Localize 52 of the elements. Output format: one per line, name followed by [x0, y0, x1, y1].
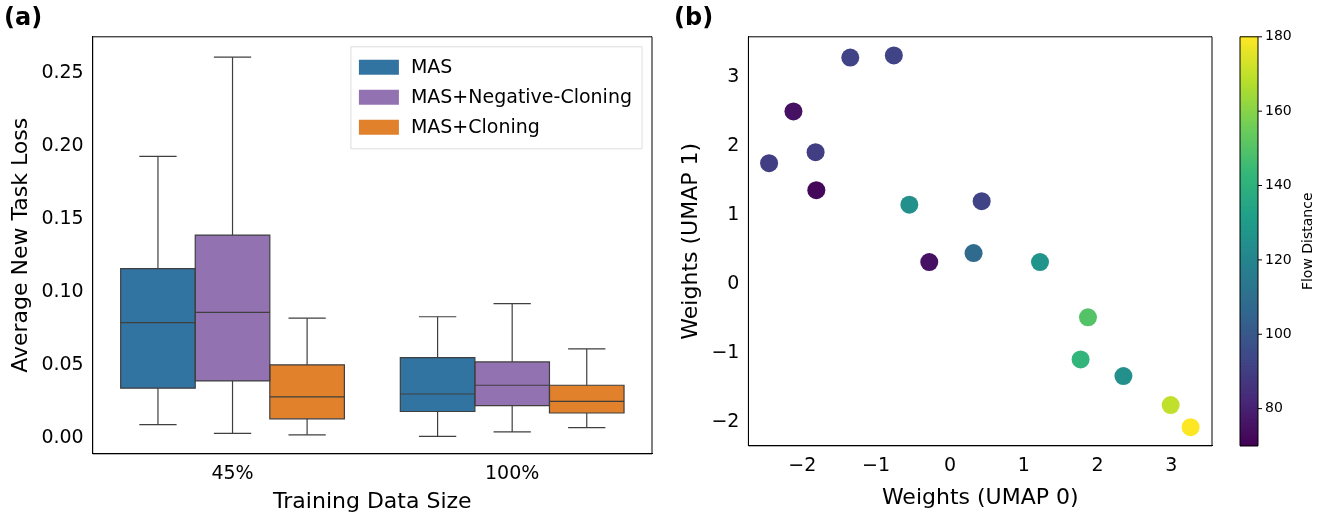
x-tick-label: −1 [862, 453, 891, 476]
color-bar-label: 160 [1265, 101, 1292, 118]
y-tick-label: 0.05 [41, 351, 84, 374]
chart-title: (b) [674, 2, 714, 31]
point [784, 102, 803, 121]
y-tick-label: −2 [711, 409, 740, 432]
x-tick-label: 100% [485, 461, 540, 484]
y-tick-label: 0 [727, 271, 740, 294]
color-bar-label: 140 [1265, 176, 1292, 193]
point [1161, 396, 1180, 415]
x-tick-label: 3 [1165, 453, 1178, 476]
y-tick-label: 0.00 [41, 424, 84, 447]
x-axis-title: Training Data Size [272, 487, 472, 513]
point [900, 195, 919, 214]
point [920, 253, 939, 272]
x-axis-title: Weights (UMAP 0) [881, 483, 1079, 509]
point [806, 143, 825, 162]
color-bar-label: 100 [1265, 324, 1292, 341]
y-tick-label: 0.10 [41, 278, 84, 301]
point [1181, 418, 1200, 437]
point [972, 192, 991, 211]
x-tick-label: 2 [1091, 453, 1104, 476]
point [1114, 367, 1133, 386]
color-bar-label: 120 [1265, 250, 1292, 267]
color-bar-title: Flow Distance [1298, 192, 1315, 291]
y-tick-label: −1 [711, 340, 740, 363]
point [1078, 308, 1097, 327]
y-tick-label: 1 [727, 201, 740, 224]
point [964, 244, 983, 263]
y-axis-title: Weights (UMAP 1) [676, 142, 702, 340]
point [1031, 253, 1049, 272]
legend-label: MAS+Negative-Cloning [410, 84, 633, 107]
point [1071, 350, 1090, 369]
x-tick-label: 45% [211, 461, 254, 484]
point [841, 48, 860, 67]
point [884, 46, 903, 65]
legend-label: MAS+Cloning [410, 114, 540, 137]
y-tick-label: 0.25 [41, 60, 84, 83]
legend-label: MAS [410, 54, 453, 77]
x-tick-label: 0 [943, 453, 956, 476]
point [807, 181, 826, 200]
point [760, 154, 779, 173]
y-tick-label: 2 [727, 132, 740, 155]
x-tick-label: −2 [788, 453, 817, 476]
x-tick-label: 1 [1017, 453, 1030, 476]
chart-title: (a) [4, 2, 43, 31]
y-tick-label: 0.15 [41, 205, 84, 228]
color-bar-label: 80 [1265, 399, 1283, 416]
y-tick-label: 3 [727, 63, 740, 86]
color-bar-label: 180 [1265, 27, 1292, 44]
y-tick-label: 0.20 [41, 133, 84, 156]
y-axis-title: Average New Task Loss [6, 117, 32, 373]
